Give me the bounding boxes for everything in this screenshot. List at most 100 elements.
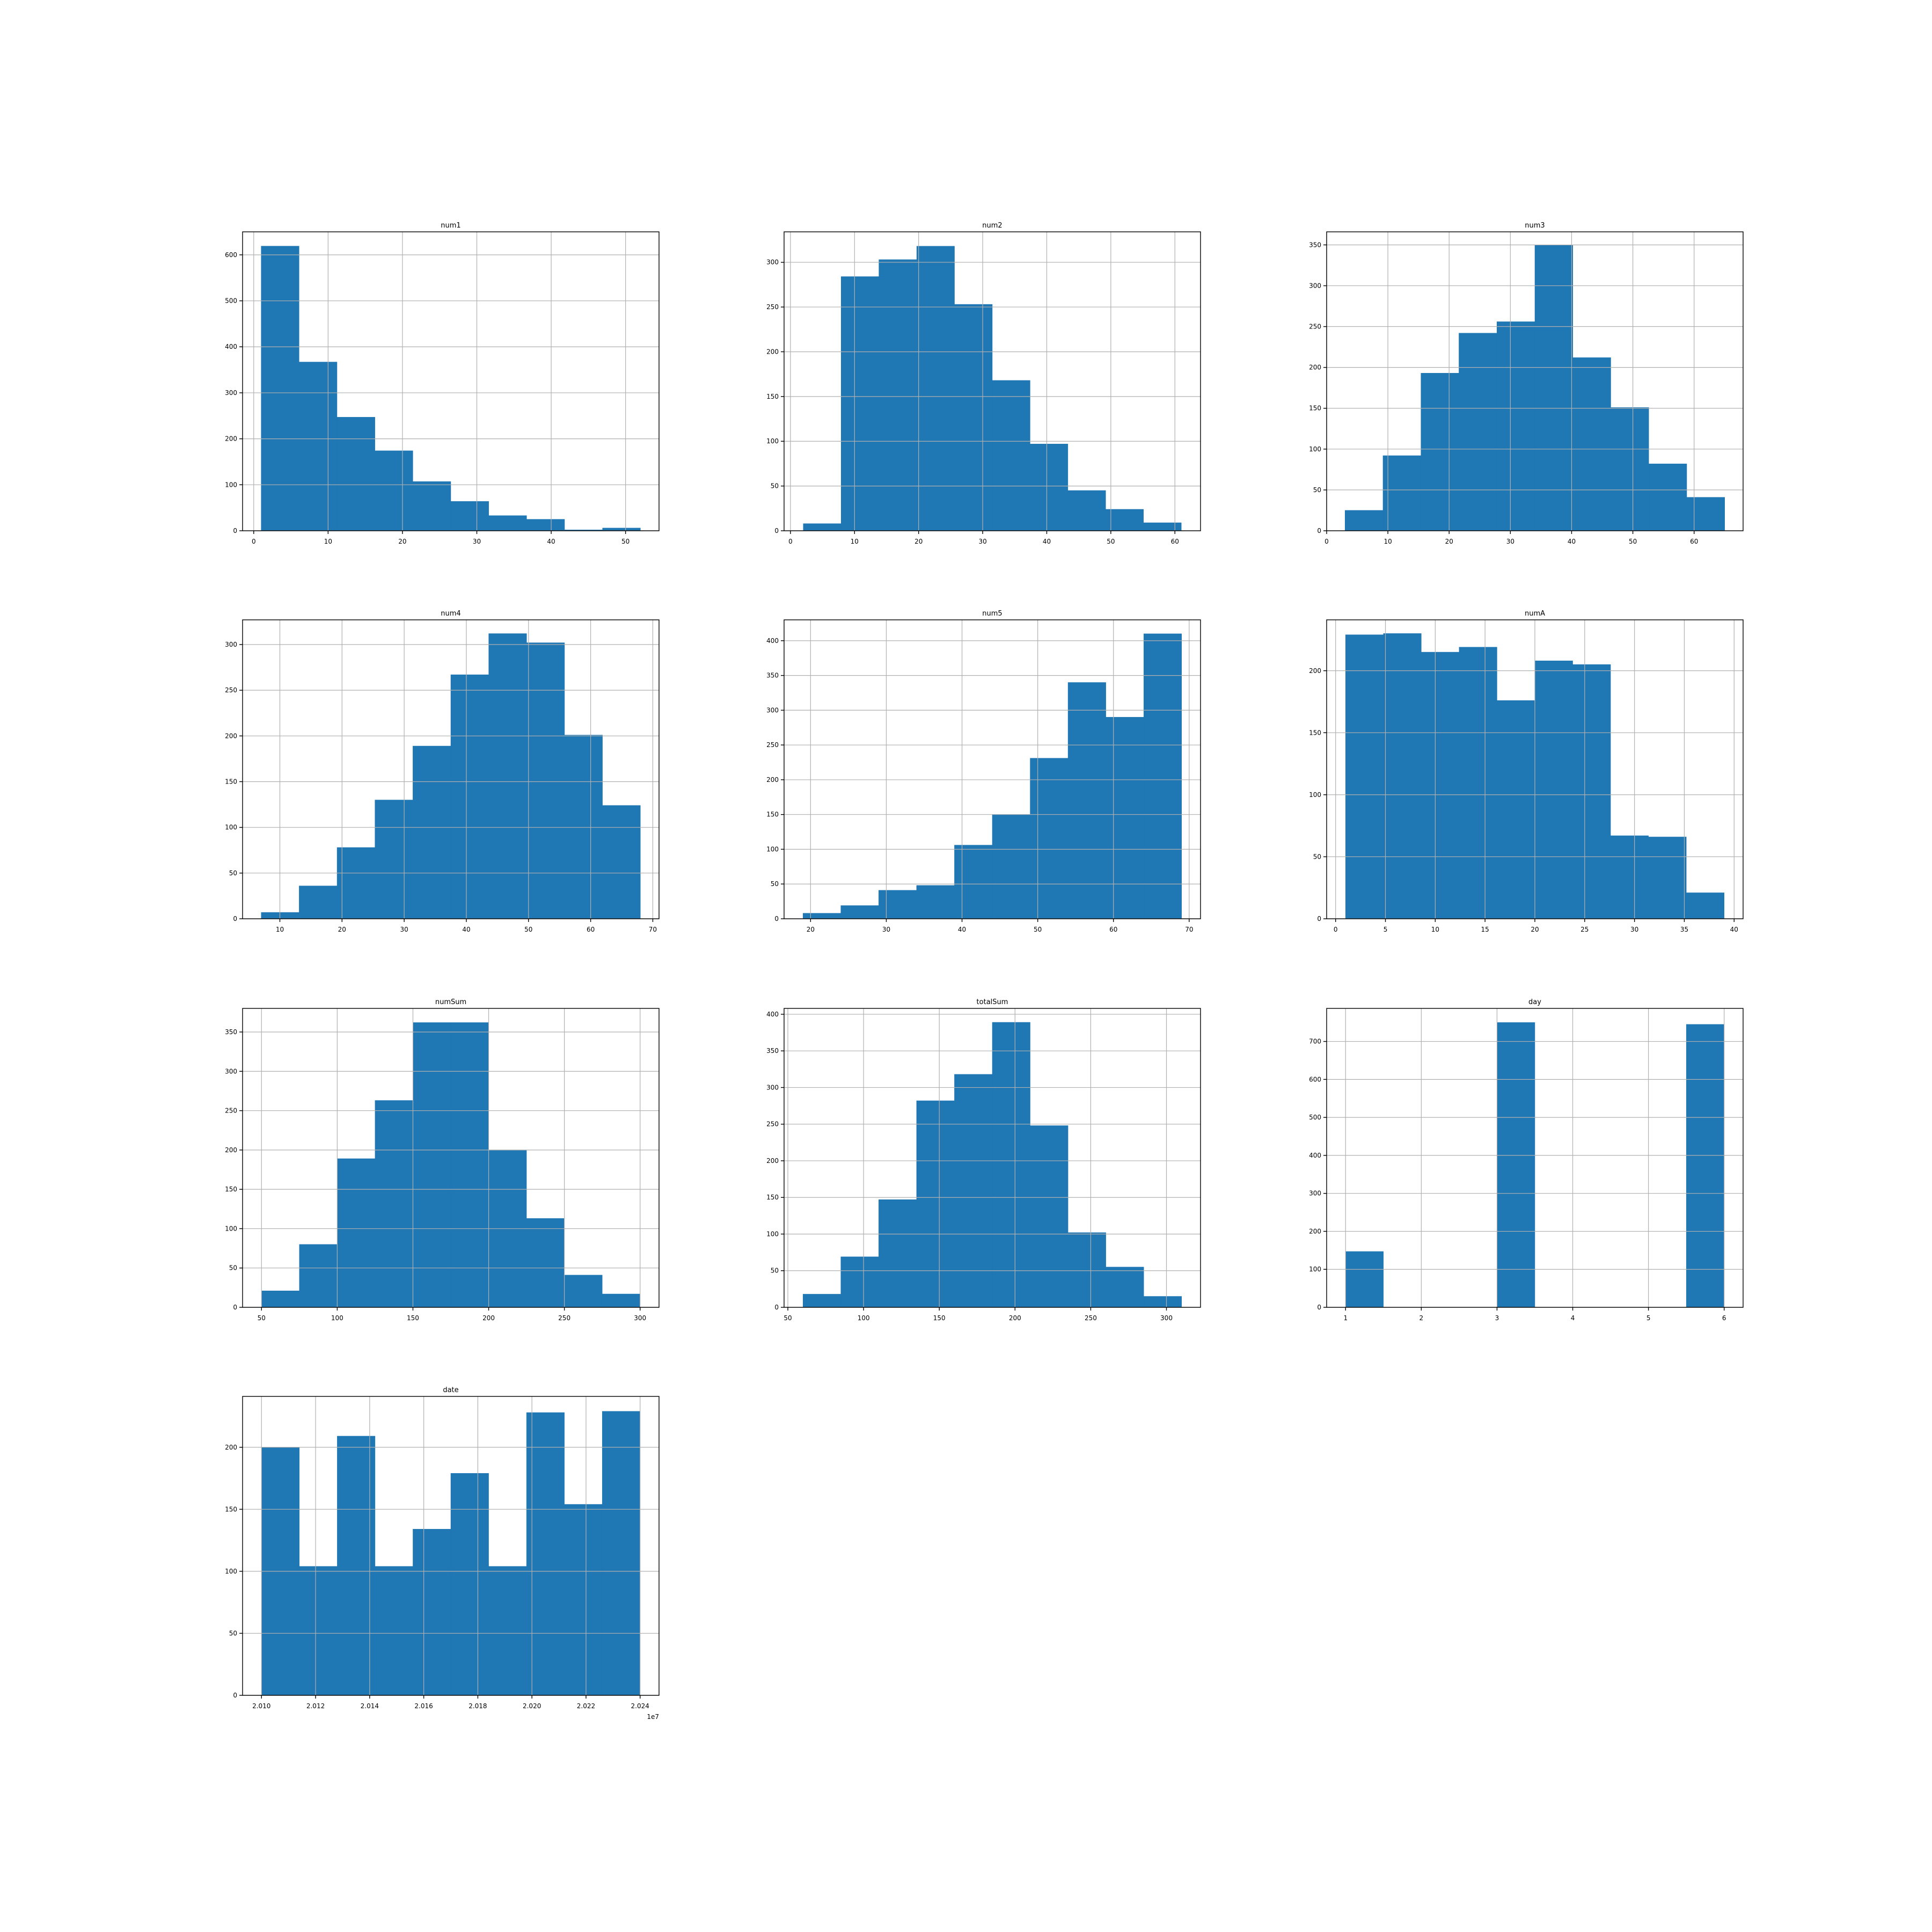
histogram-bar [1572, 357, 1611, 531]
histogram-bar [488, 515, 527, 531]
y-tick-label: 0 [1317, 915, 1321, 923]
histogram-bar [375, 450, 413, 531]
chart-title: date [443, 1386, 458, 1394]
y-tick-label: 0 [233, 1304, 237, 1311]
axes-frame [242, 1396, 660, 1696]
x-tick-label: 40 [547, 538, 555, 545]
histogram-bar [526, 1218, 565, 1308]
x-tick-label: 300 [634, 1314, 646, 1322]
x-tick-label: 40 [958, 926, 966, 933]
y-tick-label: 250 [225, 686, 237, 694]
y-tick-label: 300 [225, 1067, 237, 1075]
histogram-bar [337, 1436, 376, 1696]
histogram-bar [841, 276, 879, 531]
y-tick-label: 300 [1309, 1190, 1321, 1197]
x-tick-label: 40 [1568, 538, 1576, 545]
y-tick-label: 250 [766, 1121, 779, 1128]
histogram-bar [337, 1158, 376, 1308]
histogram-num4: 10 20 30 40 50 60 70 0 50 100 150 200 250 300 num4 [225, 610, 660, 933]
histogram-bar [840, 1256, 879, 1308]
y-tick-label: 50 [1313, 486, 1321, 494]
y-tick-label: 0 [1317, 527, 1321, 535]
x-tick-label: 100 [858, 1314, 870, 1322]
x-tick-label: 60 [1171, 538, 1179, 545]
x-tick-label: 10 [851, 538, 859, 545]
x-tick-label: 10 [276, 926, 284, 933]
y-tick-label: 200 [225, 1444, 237, 1451]
y-tick-label: 100 [225, 1225, 237, 1232]
x-tick-label: 15 [1481, 926, 1489, 933]
y-tick-label: 200 [1309, 364, 1321, 371]
histogram-num3: 0 10 20 30 40 50 60 0 50 100 150 200 250 300 350 num3 [1309, 222, 1744, 545]
histogram-bar [450, 501, 489, 531]
histogram-bar [1421, 373, 1459, 531]
y-tick-label: 100 [1309, 791, 1321, 799]
histogram-bar [1497, 700, 1535, 919]
y-tick-label: 300 [766, 1084, 779, 1091]
y-tick-label: 300 [766, 706, 779, 714]
histogram-bar [992, 380, 1030, 531]
chart-title: numA [1525, 610, 1545, 618]
y-tick-label: 200 [225, 435, 237, 443]
histogram-bar [1143, 522, 1182, 531]
y-tick-label: 200 [766, 348, 779, 355]
y-tick-label: 400 [766, 1011, 779, 1018]
histogram-bar [488, 1566, 527, 1696]
y-tick-label: 200 [225, 732, 237, 740]
histogram-bar [803, 523, 841, 531]
x-tick-label: 60 [1109, 926, 1117, 933]
histogram-num5: 20 30 40 50 60 70 0 50 100 150 200 250 300 350 400 num5 [766, 610, 1201, 933]
x-tick-label: 40 [1730, 926, 1738, 933]
x-tick-label: 100 [331, 1314, 343, 1322]
histogram-bar [1106, 509, 1144, 531]
histogram-bar [1572, 664, 1611, 919]
axes-frame [242, 1008, 660, 1308]
histogram-bar [1686, 497, 1725, 531]
histogram-bar [916, 246, 955, 531]
x-tick-label: 35 [1680, 926, 1688, 933]
y-tick-label: 100 [766, 437, 779, 445]
y-tick-label: 0 [774, 1304, 779, 1311]
x-tick-label: 30 [400, 926, 408, 933]
histogram-bar [1421, 652, 1460, 919]
x-tick-label: 30 [1506, 538, 1514, 545]
x-tick-label: 60 [1690, 538, 1698, 545]
x-tick-label: 50 [621, 538, 630, 545]
histogram-bar [1648, 837, 1687, 919]
histogram-bar [879, 890, 917, 919]
histogram-bar [1459, 333, 1497, 531]
histogram-bar [1143, 633, 1182, 919]
histogram-bar [413, 745, 451, 919]
histogram-bar [602, 1411, 640, 1696]
histogram-bar [488, 633, 527, 919]
histogram-bar [564, 1275, 603, 1308]
histogram-bar [261, 246, 299, 531]
y-tick-label: 150 [1309, 729, 1321, 736]
x-tick-label: 2.010 [252, 1702, 270, 1710]
histogram-bar [1345, 1251, 1384, 1308]
x-tick-label: 20 [914, 538, 923, 545]
histogram-bar [1610, 835, 1649, 919]
x-tick-label: 50 [784, 1314, 792, 1322]
x-tick-label: 6 [1722, 1314, 1726, 1322]
histogram-bar [526, 642, 565, 919]
y-tick-label: 50 [1313, 853, 1321, 860]
y-tick-label: 600 [1309, 1075, 1321, 1083]
axes-frame [784, 1008, 1201, 1308]
y-tick-label: 250 [1309, 323, 1321, 331]
x-tick-label: 5 [1646, 1314, 1651, 1322]
histogram-bar [1459, 647, 1497, 919]
y-tick-label: 300 [1309, 282, 1321, 289]
histogram-bar [336, 417, 375, 531]
histogram-bar [375, 1100, 413, 1308]
x-tick-label: 0 [788, 538, 793, 545]
histogram-bar [1534, 661, 1573, 919]
y-tick-label: 150 [225, 1505, 237, 1513]
x-tick-label: 5 [1384, 926, 1388, 933]
axes-frame [242, 231, 660, 531]
histogram-bar [954, 845, 993, 919]
histogram-bar [1497, 1022, 1535, 1308]
y-tick-label: 400 [225, 343, 237, 350]
histogram-bar [375, 800, 413, 919]
